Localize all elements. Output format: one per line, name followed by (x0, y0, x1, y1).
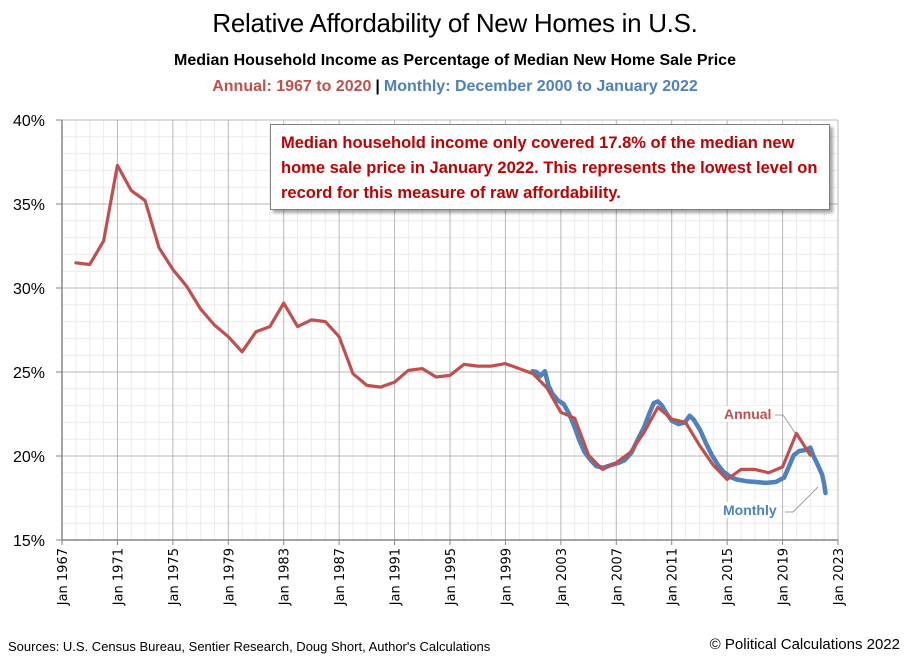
monthly-label-leader-line (785, 486, 819, 513)
y-tick-label: 25% (13, 365, 45, 382)
annotation-box: Median household income only covered 17.… (270, 124, 830, 210)
x-tick-label: Jan 2007 (610, 548, 625, 606)
label-leader-lines (775, 414, 819, 513)
x-axis-ticks: Jan 1967 Jan 1971 Jan 1975 Jan 1979 Jan 1983… (56, 540, 847, 606)
x-tick-label: Jan 2003 (555, 548, 570, 606)
x-tick-label: Jan 2015 (721, 548, 736, 606)
sources-note: Sources: U.S. Census Bureau, Sentier Res… (8, 639, 491, 654)
monthly-range-label: Monthly: December 2000 to January 2022 (383, 78, 698, 95)
series-line-monthly (530, 368, 828, 496)
annual-series-label: Annual (723, 406, 773, 422)
y-tick-label: 40% (13, 113, 45, 130)
x-tick-label: Jan 1979 (222, 548, 237, 606)
x-tick-label: Jan 1967 (56, 548, 71, 606)
x-tick-label: Jan 1975 (167, 548, 182, 606)
monthly-series-label: Monthly (722, 502, 778, 518)
y-tick-label: 15% (13, 533, 45, 550)
x-tick-label: Jan 1971 (111, 548, 126, 606)
x-tick-label: Jan 2011 (666, 548, 681, 606)
x-tick-label: Jan 1987 (333, 548, 348, 606)
y-tick-label: 20% (13, 449, 45, 466)
x-tick-label: Jan 2023 (832, 548, 847, 606)
series-line-annual (74, 163, 812, 482)
chart-title: Relative Affordability of New Homes in U… (212, 8, 698, 38)
copyright-note: © Political Calculations 2022 (709, 636, 900, 653)
x-tick-label: Jan 1991 (389, 548, 404, 606)
y-axis-ticks: 40% 35% 30% 25% 20% 15% (13, 113, 62, 550)
x-tick-label: Jan 1983 (278, 548, 293, 606)
annual-range-label: Annual: 1967 to 2020 (212, 78, 372, 95)
x-tick-label: Jan 2019 (777, 548, 792, 606)
annual-label-leader-line (775, 414, 796, 434)
series-lines (74, 163, 828, 496)
x-tick-label: Jan 1995 (444, 548, 459, 606)
x-tick-label: Jan 1999 (499, 548, 514, 606)
chart-date-ranges: Annual: 1967 to 2020 | Monthly: December 2… (0, 78, 910, 96)
range-separator: | (375, 78, 380, 95)
y-tick-label: 30% (13, 281, 45, 298)
y-tick-label: 35% (13, 197, 45, 214)
chart-subtitle: Median Household Income as Percentage of… (174, 52, 736, 69)
